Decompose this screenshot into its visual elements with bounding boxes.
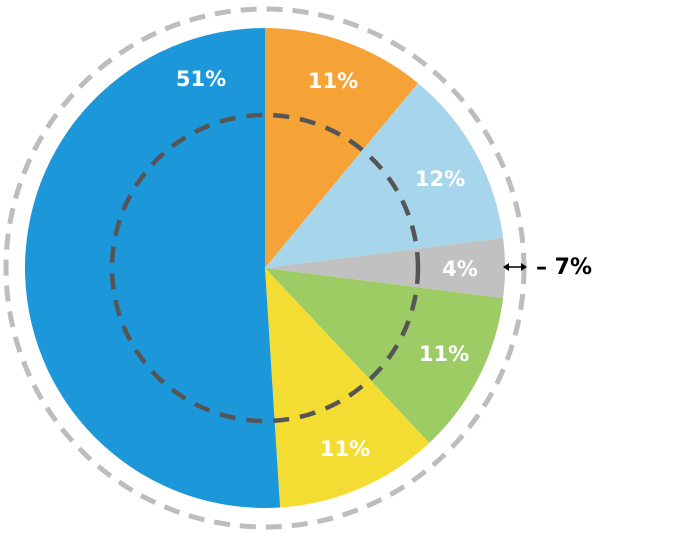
data-label: 11% (419, 342, 469, 366)
pie-slice (265, 268, 430, 508)
labels: 11% 12% 4% 11% 11% 51% (176, 67, 478, 461)
data-label: 11% (320, 437, 370, 461)
pie-slice (265, 237, 506, 299)
data-label: 4% (442, 257, 478, 281)
pie (25, 28, 506, 508)
pie-slice (265, 28, 418, 268)
data-label: 11% (308, 69, 358, 93)
pie-slice (265, 83, 504, 269)
data-label: 51% (176, 67, 226, 91)
pie-slice (25, 28, 281, 508)
annotation: – 7% (536, 255, 592, 280)
data-label: 12% (415, 167, 465, 191)
pie-slice (265, 268, 504, 443)
inner-dashed-ring (109, 112, 421, 424)
annotation-arrow-heads (503, 263, 527, 271)
